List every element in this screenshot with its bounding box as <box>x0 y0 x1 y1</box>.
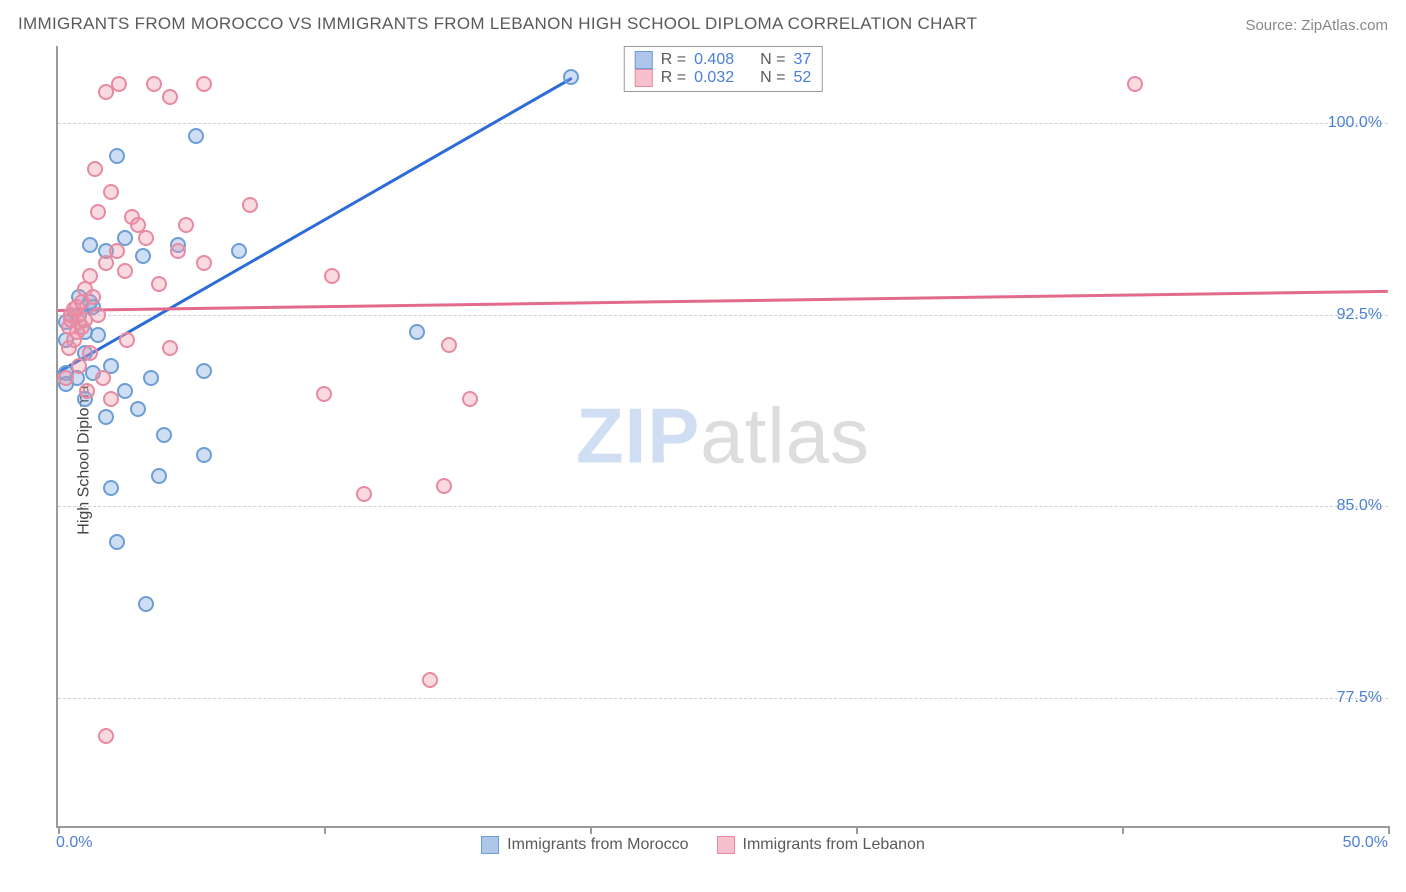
point-morocco <box>90 327 106 343</box>
point-morocco <box>188 128 204 144</box>
stats-row: R = 0.408 N = 37 <box>635 51 812 69</box>
x-tick <box>324 826 326 834</box>
point-morocco <box>151 468 167 484</box>
point-morocco <box>130 401 146 417</box>
point-lebanon <box>58 370 74 386</box>
point-lebanon <box>103 184 119 200</box>
point-lebanon <box>90 204 106 220</box>
legend-label: Immigrants from Morocco <box>507 836 688 854</box>
point-lebanon <box>316 386 332 402</box>
point-lebanon <box>87 161 103 177</box>
watermark: ZIPatlas <box>576 391 870 482</box>
point-lebanon <box>138 230 154 246</box>
point-lebanon <box>111 76 127 92</box>
point-lebanon <box>162 340 178 356</box>
point-morocco <box>409 324 425 340</box>
point-lebanon <box>71 358 87 374</box>
point-morocco <box>196 447 212 463</box>
legend-swatch <box>717 836 735 854</box>
point-lebanon <box>242 197 258 213</box>
point-lebanon <box>162 89 178 105</box>
point-lebanon <box>356 486 372 502</box>
point-lebanon <box>90 307 106 323</box>
stats-r-value: 0.032 <box>694 69 734 87</box>
x-tick <box>590 826 592 834</box>
stats-swatch <box>635 51 653 69</box>
point-morocco <box>109 148 125 164</box>
point-lebanon <box>98 728 114 744</box>
trendline-lebanon <box>58 290 1388 312</box>
point-lebanon <box>82 345 98 361</box>
point-lebanon <box>151 276 167 292</box>
point-morocco <box>138 596 154 612</box>
legend-label: Immigrants from Lebanon <box>743 836 925 854</box>
y-tick-label: 85.0% <box>1337 497 1382 515</box>
point-morocco <box>231 243 247 259</box>
y-tick-label: 92.5% <box>1337 306 1382 324</box>
point-lebanon <box>98 255 114 271</box>
stats-n-label: N = <box>760 69 785 87</box>
point-morocco <box>135 248 151 264</box>
legend-swatch <box>481 836 499 854</box>
point-lebanon <box>178 217 194 233</box>
legend-item: Immigrants from Morocco <box>481 836 688 854</box>
point-lebanon <box>196 76 212 92</box>
point-lebanon <box>117 263 133 279</box>
plot-area: ZIPatlas R = 0.408 N = 37 R = 0.032 N = 52 77.5… <box>56 46 1388 828</box>
y-tick-label: 100.0% <box>1328 114 1382 132</box>
point-lebanon <box>85 289 101 305</box>
chart-header: IMMIGRANTS FROM MOROCCO VS IMMIGRANTS FR… <box>0 0 1406 40</box>
point-morocco <box>143 370 159 386</box>
chart-wrap: High School Diploma ZIPatlas R =0.408N =… <box>18 46 1388 874</box>
stats-r-value: 0.408 <box>694 51 734 69</box>
point-lebanon <box>170 243 186 259</box>
point-lebanon <box>82 268 98 284</box>
point-lebanon <box>436 478 452 494</box>
point-lebanon <box>119 332 135 348</box>
point-lebanon <box>103 391 119 407</box>
watermark-zip: ZIP <box>576 392 700 480</box>
point-lebanon <box>146 76 162 92</box>
stats-n-label: N = <box>760 51 785 69</box>
point-lebanon <box>79 383 95 399</box>
gridline-h <box>58 123 1388 124</box>
stats-r-label: R = <box>661 69 686 87</box>
point-lebanon <box>324 268 340 284</box>
source-label: Source: ZipAtlas.com <box>1245 17 1388 34</box>
point-morocco <box>563 69 579 85</box>
point-lebanon <box>422 672 438 688</box>
stats-n-value: 37 <box>793 51 811 69</box>
stats-swatch <box>635 69 653 87</box>
legend-item: Immigrants from Lebanon <box>717 836 925 854</box>
x-tick <box>1122 826 1124 834</box>
point-lebanon <box>462 391 478 407</box>
gridline-h <box>58 315 1388 316</box>
point-morocco <box>82 237 98 253</box>
x-tick <box>58 826 60 834</box>
point-lebanon <box>95 370 111 386</box>
x-tick <box>856 826 858 834</box>
bottom-legend: Immigrants from Morocco Immigrants from L… <box>18 836 1388 854</box>
point-lebanon <box>109 243 125 259</box>
gridline-h <box>58 698 1388 699</box>
chart-title: IMMIGRANTS FROM MOROCCO VS IMMIGRANTS FR… <box>18 14 977 34</box>
stats-n-value: 52 <box>793 69 811 87</box>
point-lebanon <box>1127 76 1143 92</box>
gridline-h <box>58 506 1388 507</box>
point-morocco <box>103 480 119 496</box>
stats-box: R = 0.408 N = 37 R = 0.032 N = 52 <box>624 46 823 92</box>
stats-r-label: R = <box>661 51 686 69</box>
point-lebanon <box>441 337 457 353</box>
x-tick <box>1388 826 1390 834</box>
watermark-atlas: atlas <box>700 392 870 480</box>
point-lebanon <box>196 255 212 271</box>
point-morocco <box>156 427 172 443</box>
stats-row: R = 0.032 N = 52 <box>635 69 812 87</box>
point-morocco <box>98 409 114 425</box>
y-tick-label: 77.5% <box>1337 689 1382 707</box>
point-morocco <box>109 534 125 550</box>
point-morocco <box>196 363 212 379</box>
